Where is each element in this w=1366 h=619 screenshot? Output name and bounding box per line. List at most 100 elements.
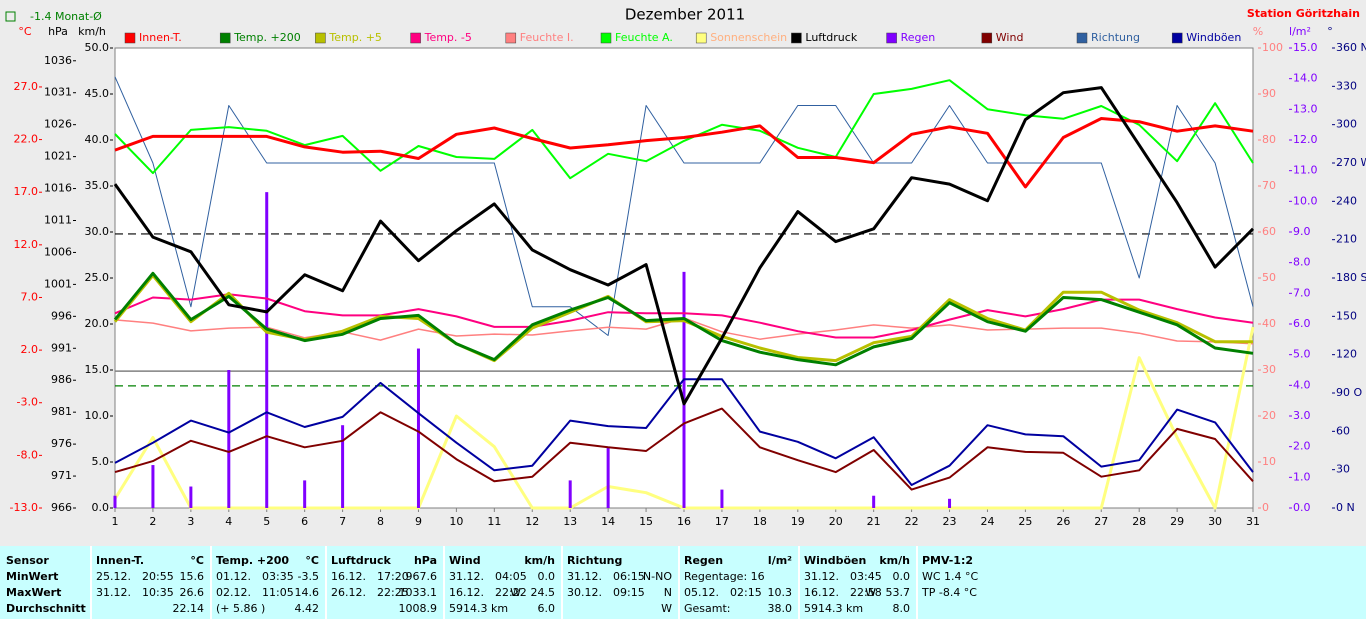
stats-date: 16.12. (804, 586, 839, 599)
y-tick-label: -13.0 (10, 501, 38, 514)
legend-swatch (600, 32, 612, 44)
rain-bar (265, 192, 269, 508)
stats-time: 22:58 (850, 586, 882, 599)
y-tick-label: 50 (1262, 271, 1276, 284)
y-tick-label: 5.0 (1293, 348, 1311, 361)
x-tick-label: 31 (1246, 515, 1260, 528)
x-tick-label: 8 (377, 515, 384, 528)
x-tick-label: 30 (1208, 515, 1222, 528)
stats-value: 0.0 (892, 570, 911, 583)
x-tick-label: 14 (601, 515, 615, 528)
stats-extra: (+ 5.86 ) (216, 602, 266, 615)
stats-unit: km/h (524, 554, 555, 567)
series-line (113, 271, 1254, 367)
y-tick-label: 981 (51, 405, 72, 418)
y-tick-label: 11.0 (1293, 164, 1318, 177)
y-tick-label: 2.0 (1293, 440, 1311, 453)
x-tick-label: 27 (1094, 515, 1108, 528)
stats-block: Richtung 31.12. 06:15 N-NO 30.12. 09:15 N W (561, 546, 678, 619)
stats-block: PMV-1:2 WC 1.4 °C TP -8.4 °C (916, 546, 1016, 619)
stats-time: 22:22 (495, 586, 527, 599)
stats-row-label: MaxWert (6, 586, 62, 599)
stats-value: 6.0 (537, 602, 556, 615)
x-tick-label: 20 (829, 515, 843, 528)
y-tick-label: 0.0 (92, 501, 110, 514)
stats-time: 02:15 (730, 586, 762, 599)
legend-swatch (981, 32, 993, 44)
stats-time: 17:20 (377, 570, 409, 583)
y-tick-label: 330 (1336, 79, 1357, 92)
series-line (114, 76, 1254, 336)
y-tick-label: 1.0 (1293, 470, 1311, 483)
stats-time: 22:25 (377, 586, 409, 599)
x-tick-label: 5 (263, 515, 270, 528)
series-line (113, 86, 1255, 406)
y-tick-label: -8.0 (17, 448, 38, 461)
x-tick-label: 26 (1056, 515, 1070, 528)
stats-labels: Sensor MinWert MaxWert Durchschnitt (0, 546, 90, 619)
y-tick-label: 27.0 (14, 80, 39, 93)
y-tick-label: 360 N (1336, 41, 1366, 54)
legend-swatch (219, 32, 231, 44)
legend-swatch (124, 32, 136, 44)
stats-extra: Gesamt: (684, 602, 731, 615)
y-tick-label: 30.0 (85, 225, 110, 238)
series-line (114, 293, 1254, 339)
y-tick-label: 40.0 (85, 133, 110, 146)
legend-swatch (886, 32, 897, 44)
stats-unit: l/m² (767, 554, 792, 567)
avg-icon (5, 11, 16, 22)
legend-label: Feuchte I. (520, 31, 574, 44)
y-tick-label: 966 (51, 501, 72, 514)
y-tick-label: 4.0 (1293, 378, 1311, 391)
stats-block: Luftdruck hPa 16.12. 17:20 967.6 26.12. 22:25 1… (325, 546, 443, 619)
legend-label: Wind (996, 31, 1024, 44)
y-tick-label: 40 (1262, 317, 1276, 330)
stats-value: 1008.9 (398, 602, 438, 615)
stats-title: Luftdruck (331, 554, 391, 567)
stats-unit: km/h (879, 554, 910, 567)
legend-swatch (505, 32, 517, 44)
y-tick-label: 976 (51, 437, 72, 450)
stats-extra: 5914.3 km (449, 602, 509, 615)
legend-swatch (1076, 32, 1088, 44)
stats-title: Temp. +200 (216, 554, 290, 567)
stats-value: 967.6 (405, 570, 438, 583)
y-tick-label: 0 N (1336, 501, 1355, 514)
stats-value: 15.6 (179, 570, 205, 583)
legend-label: Luftdruck (805, 31, 857, 44)
stats-date: 05.12. (684, 586, 719, 599)
y-tick-label: 120 (1336, 348, 1357, 361)
stats-extra: WC 1.4 °C (922, 570, 979, 583)
legend-swatch (410, 32, 421, 44)
stats-time: 20:55 (142, 570, 174, 583)
y-tick-label: 22.0 (14, 133, 39, 146)
axis-unit: l/m² (1289, 25, 1311, 38)
station-name: Station Göritzhain (1247, 7, 1360, 20)
y-tick-label: 2.0 (21, 343, 39, 356)
x-tick-label: 2 (149, 515, 156, 528)
stats-value: 10.3 (767, 586, 793, 599)
stats-time: 06:15 (613, 570, 645, 583)
stats-title: Innen-T. (96, 554, 145, 567)
y-tick-label: 12.0 (1293, 133, 1318, 146)
series-line (114, 79, 1254, 180)
y-tick-label: 45.0 (85, 87, 110, 100)
rain-bar (189, 486, 193, 508)
y-tick-label: 60 (1336, 424, 1350, 437)
x-tick-label: 15 (639, 515, 653, 528)
stats-time: 09:15 (613, 586, 645, 599)
y-tick-label: 35.0 (85, 179, 110, 192)
y-tick-label: 1016 (44, 182, 72, 195)
stats-row-label: Sensor (6, 554, 49, 567)
stats-value: 8.0 (892, 602, 911, 615)
y-tick-label: 8.0 (1293, 256, 1311, 269)
stats-value: -3.5 (297, 570, 319, 583)
y-tick-label: 10.0 (1293, 194, 1318, 207)
legend-swatch (791, 32, 802, 44)
stats-value: N-NO (642, 570, 672, 583)
legend-label: Feuchte A. (615, 31, 673, 44)
rain-bar (948, 498, 952, 508)
stats-extra: Regentage: 16 (684, 570, 765, 583)
